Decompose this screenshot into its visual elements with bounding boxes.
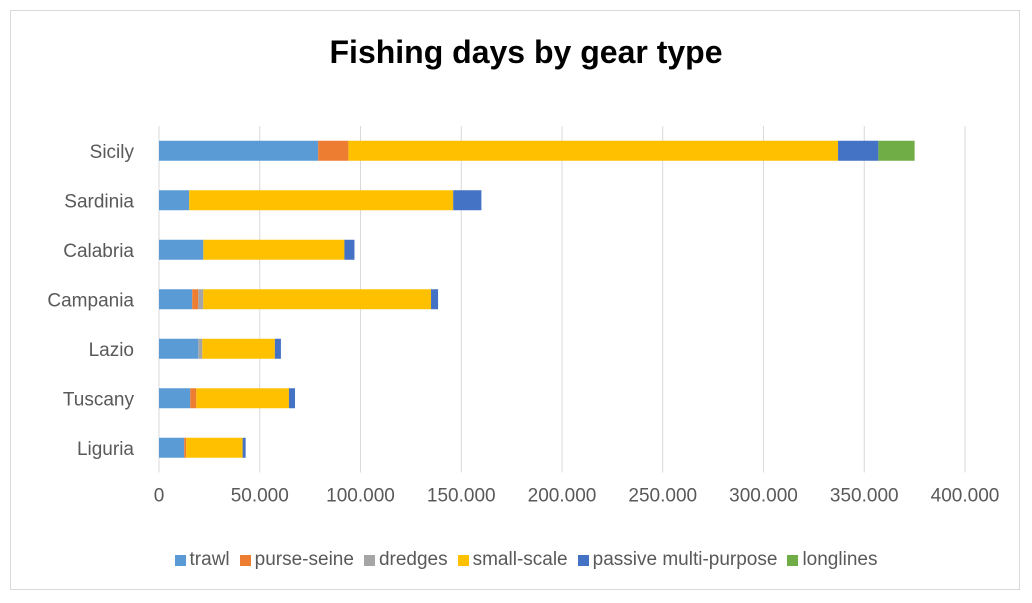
legend-label: passive multi-purpose: [592, 549, 778, 570]
x-tick-label: 300.000: [729, 486, 798, 507]
bar-segment: [288, 388, 296, 409]
bar-segment: [198, 338, 203, 359]
bar-segment: [159, 140, 319, 161]
bar-segment: [453, 190, 482, 211]
legend-item: longlines: [787, 549, 877, 571]
legend-item: purse-seine: [239, 549, 354, 571]
bar-segment: [196, 388, 289, 409]
x-tick-label: 400.000: [931, 486, 1000, 507]
legend-label: trawl: [189, 549, 230, 570]
bar-segment: [159, 239, 204, 260]
legend-swatch: [174, 554, 186, 566]
x-tick-label: 250.000: [628, 486, 697, 507]
bar-segment: [344, 239, 355, 260]
x-tick-label: 100.000: [326, 486, 395, 507]
bar-segment: [189, 190, 454, 211]
bar-segment: [192, 289, 199, 310]
bar-segment: [159, 289, 193, 310]
y-tick-label: Lazio: [89, 340, 134, 361]
bar-segment: [198, 289, 204, 310]
legend-item: passive multi-purpose: [577, 549, 778, 571]
legend-item: small-scale: [457, 549, 568, 571]
y-tick-label: Sardinia: [64, 191, 134, 212]
legend: trawl purse-seine dredges small-scale passiv…: [0, 549, 1032, 571]
legend-swatch: [239, 554, 251, 566]
x-tick-label: 0: [154, 486, 165, 507]
legend-label: purse-seine: [254, 549, 354, 570]
legend-swatch: [457, 554, 469, 566]
legend-swatch: [787, 554, 799, 566]
y-tick-label: Liguria: [77, 439, 134, 460]
bar-segment: [203, 289, 432, 310]
bar-segment: [318, 140, 349, 161]
legend-item: trawl: [174, 549, 230, 571]
legend-label: longlines: [802, 549, 878, 570]
y-tick-label: Tuscany: [63, 389, 135, 410]
legend-label: small-scale: [472, 549, 568, 570]
bar-segment: [184, 437, 187, 458]
x-tick-label: 200.000: [528, 486, 597, 507]
legend-swatch: [577, 554, 589, 566]
chart-title: Fishing days by gear type: [329, 34, 723, 70]
legend-label: dredges: [378, 549, 448, 570]
bar-segment: [431, 289, 439, 310]
bar-segment: [274, 338, 281, 359]
bar-segment: [348, 140, 839, 161]
legend-item: dredges: [363, 549, 448, 571]
y-tick-label: Sicily: [90, 142, 135, 163]
bar-segment: [159, 388, 191, 409]
bar-segment: [159, 437, 185, 458]
x-tick-label: 350.000: [830, 486, 899, 507]
bar-segment: [159, 190, 190, 211]
x-tick-label: 50.000: [231, 486, 289, 507]
x-tick-label: 150.000: [427, 486, 496, 507]
bar-segment: [186, 437, 243, 458]
bar-segment: [190, 388, 197, 409]
bar-segment: [242, 437, 246, 458]
y-tick-label: Calabria: [63, 241, 134, 262]
legend-swatch: [363, 554, 375, 566]
bar-segment: [202, 338, 275, 359]
y-tick-label: Campania: [47, 290, 134, 311]
bar-segment: [878, 140, 915, 161]
bar-segment: [838, 140, 879, 161]
bar-segment: [203, 239, 345, 260]
bar-segment: [159, 338, 199, 359]
